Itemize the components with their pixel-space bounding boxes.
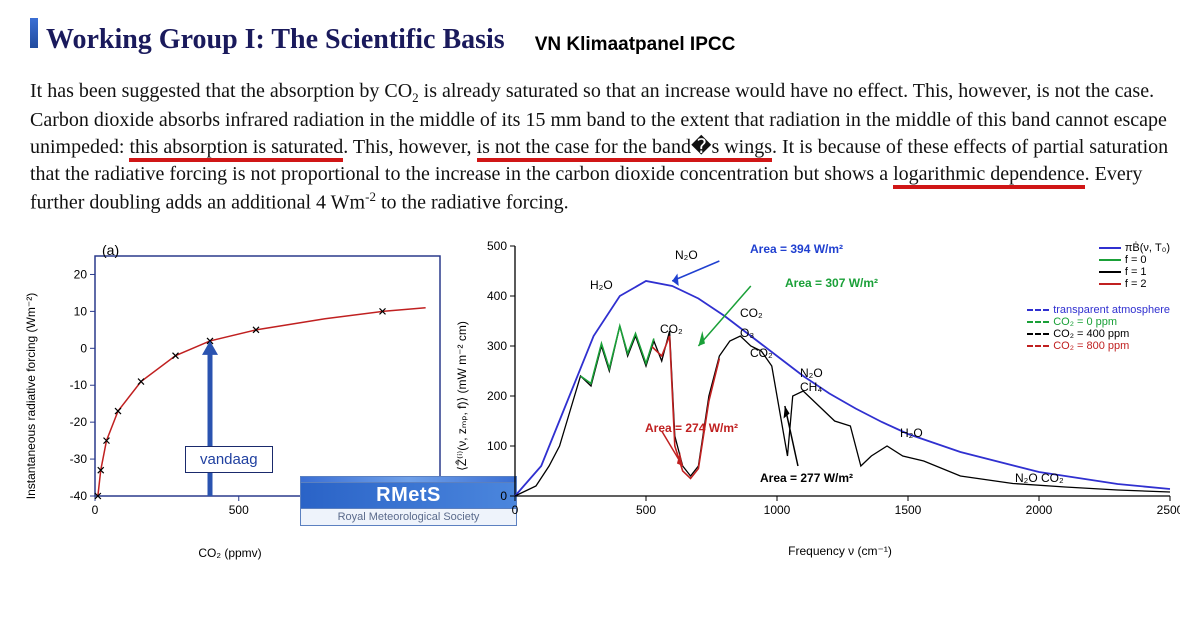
- chart-a-panel-label: (a): [102, 242, 119, 258]
- annot-co2-r1: CO₂: [740, 306, 763, 320]
- annot-h2o-right: H₂O: [900, 426, 923, 440]
- chart-b-xlabel: Frequency ν (cm⁻¹): [788, 544, 892, 558]
- svg-text:500: 500: [636, 503, 656, 517]
- svg-text:-30: -30: [70, 452, 88, 466]
- legend-f1: f = 1: [1099, 266, 1170, 278]
- body-paragraph: It has been suggested that the absorptio…: [30, 78, 1170, 216]
- annot-area307: Area = 307 W/m²: [785, 276, 878, 290]
- legend-item: CO₂ = 800 ppm: [1027, 340, 1170, 352]
- legend-f0: f = 0: [1099, 254, 1170, 266]
- svg-text:10: 10: [74, 305, 88, 319]
- annot-n2o-top: N₂O: [675, 248, 698, 262]
- wm-sup: -2: [365, 189, 376, 204]
- svg-text:-10: -10: [70, 378, 88, 392]
- annot-area277: Area = 277 W/m²: [760, 471, 853, 485]
- subtitle: VN Klimaatpanel IPCC: [535, 34, 736, 56]
- chart-a: (a) Instantaneous radiative forcing (Wm⁻…: [30, 236, 460, 556]
- underline-2: is not the case for the band�s wings: [477, 136, 772, 162]
- chart-b-ylabel: ⟨Ẑ⁽ⁱ⁾(ν, zₘₚ, f)⟩ (mW m⁻² cm): [455, 321, 469, 471]
- chart-b: 0 500 1000 1500 2000 2500 0 100 200 300 400 500 Fre…: [460, 236, 1180, 556]
- legend-f2: f = 2: [1099, 278, 1170, 290]
- legend-pib-label: πḂ(ν, T₀): [1125, 242, 1170, 254]
- svg-text:300: 300: [487, 339, 507, 353]
- svg-text:500: 500: [229, 503, 249, 517]
- underline-3: logarithmic dependence: [893, 163, 1085, 189]
- page-title: Working Group I: The Scientific Basis: [46, 24, 505, 56]
- svg-text:1500: 1500: [895, 503, 922, 517]
- para-t3: . This, however,: [343, 136, 476, 158]
- svg-text:2000: 2000: [1026, 503, 1053, 517]
- vandaag-box: vandaag: [185, 446, 273, 473]
- legend-item: CO₂ = 400 ppm: [1027, 328, 1170, 340]
- legend-item: transparent atmosphere: [1027, 304, 1170, 316]
- svg-text:0: 0: [500, 489, 507, 503]
- svg-text:0: 0: [80, 342, 87, 356]
- svg-text:100: 100: [487, 439, 507, 453]
- para-t6: to the radiative forcing.: [376, 191, 569, 213]
- svg-text:1000: 1000: [764, 503, 791, 517]
- legend-f1-label: f = 1: [1125, 266, 1147, 278]
- svg-text:-20: -20: [70, 415, 88, 429]
- svg-text:2500: 2500: [1157, 503, 1180, 517]
- annot-area274: Area = 274 W/m²: [645, 421, 738, 435]
- underline-1: this absorption is saturated: [129, 136, 343, 162]
- svg-text:400: 400: [487, 289, 507, 303]
- chart-a-ylabel: Instantaneous radiative forcing (Wm⁻²): [24, 293, 38, 499]
- chart-a-xlabel: CO₂ (ppmv): [198, 546, 261, 560]
- annot-o3: O₃: [740, 326, 754, 340]
- svg-text:20: 20: [74, 268, 88, 282]
- svg-text:500: 500: [487, 239, 507, 253]
- annot-co2-mid: CO₂: [660, 322, 683, 336]
- annot-n2o-co2-far: N₂O CO₂: [1015, 471, 1064, 485]
- annot-n2o-ch4: N₂O CH₄: [800, 366, 823, 394]
- header: Working Group I: The Scientific Basis VN…: [30, 18, 1170, 56]
- svg-text:200: 200: [487, 389, 507, 403]
- annot-area394: Area = 394 W/m²: [750, 242, 843, 256]
- svg-text:-40: -40: [70, 489, 88, 503]
- para-t1: It has been suggested that the absorptio…: [30, 80, 412, 102]
- legend-header: πḂ(ν, T₀) f = 0 f = 1 f = 2: [1099, 242, 1170, 290]
- legend-pi-b: πḂ(ν, T₀): [1099, 242, 1170, 254]
- title-accent-bar: [30, 18, 38, 48]
- legend-f0-label: f = 0: [1125, 254, 1147, 266]
- charts-row: (a) Instantaneous radiative forcing (Wm⁻…: [30, 236, 1170, 556]
- legend-item: CO₂ = 0 ppm: [1027, 316, 1170, 328]
- svg-text:0: 0: [92, 503, 99, 517]
- legend-items: transparent atmosphereCO₂ = 0 ppmCO₂ = 4…: [1027, 304, 1170, 352]
- annot-h2o-left: H₂O: [590, 278, 613, 292]
- svg-text:0: 0: [512, 503, 519, 517]
- legend-f2-label: f = 2: [1125, 278, 1147, 290]
- annot-co2-r2: CO₂: [750, 346, 773, 360]
